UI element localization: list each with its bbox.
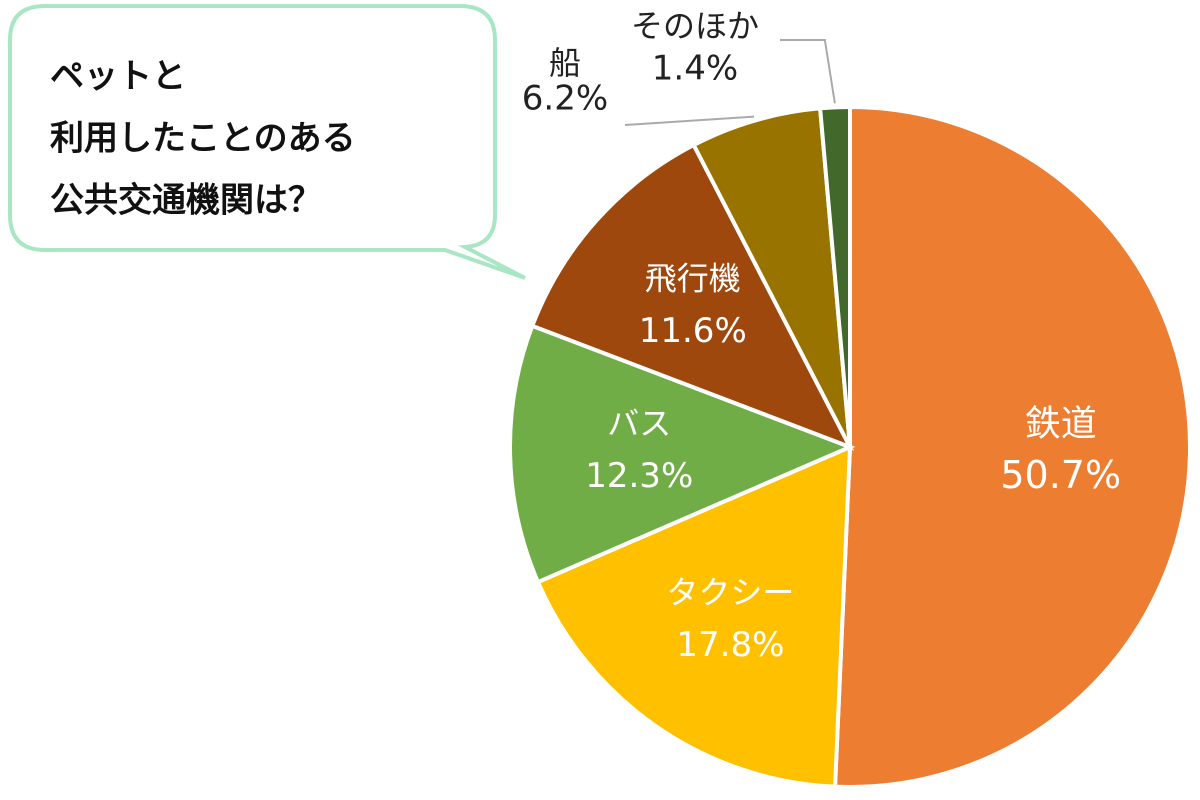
slice-value: 17.8%: [676, 625, 784, 665]
slice-label: 飛行機: [645, 260, 741, 298]
slice-label: そのほか: [631, 7, 759, 45]
slice-label: 船: [549, 44, 581, 82]
pie-slice: [691, 106, 852, 448]
chart-title: ペットと: [50, 57, 186, 97]
slice-value: 11.6%: [639, 311, 747, 351]
slice-label: バス: [607, 405, 671, 443]
leader-line: [780, 39, 836, 104]
chart-title: 利用したことのある: [50, 119, 356, 159]
pie-slice: [832, 104, 1193, 789]
slice-value: 1.4%: [652, 49, 738, 89]
pie-slice: [529, 142, 855, 451]
slice-value: 6.2%: [522, 79, 608, 119]
slice-label: 鉄道: [1025, 404, 1097, 445]
slice-value: 12.3%: [585, 456, 693, 496]
pie-slice: [508, 323, 856, 585]
chart-title: 公共交通機関は？: [50, 181, 322, 221]
leader-line: [624, 115, 755, 126]
slice-value: 50.7%: [1000, 453, 1121, 497]
pie-slice: [535, 443, 853, 789]
speech-bubble: [8, 4, 526, 280]
slice-label: タクシー: [666, 574, 794, 612]
pie-slice: [817, 104, 852, 448]
